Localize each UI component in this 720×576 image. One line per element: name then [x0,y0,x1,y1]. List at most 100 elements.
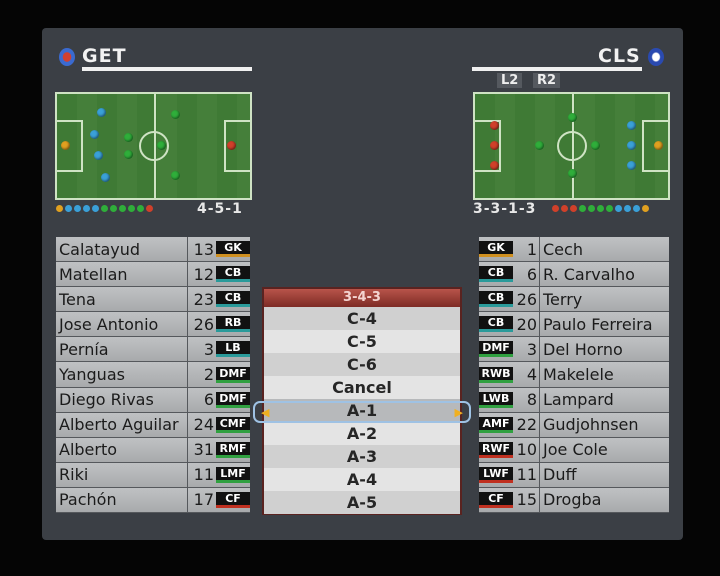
player-marker[interactable] [654,140,664,150]
player-marker[interactable] [124,132,134,142]
home-formation-pitch[interactable] [55,92,252,200]
player-marker[interactable] [627,140,637,150]
player-dot [624,205,631,212]
player-marker[interactable] [490,121,500,131]
player-dot [110,205,117,212]
away-underline [472,67,642,71]
column-divider [539,312,540,337]
away-roster: GK 1 Cech CB 6 R. Carvalho CB 26 Terry CB 20 Paulo … [479,237,669,514]
position-badge: DMF [216,391,250,408]
player-marker[interactable] [101,173,111,183]
player-marker[interactable] [93,151,103,161]
player-row[interactable]: Diego Rivas 6 DMF [56,387,250,413]
player-marker[interactable] [226,140,236,150]
r2-button[interactable]: R2 [533,73,561,88]
column-divider [539,487,540,513]
player-dot [597,205,604,212]
column-divider [187,387,188,412]
player-number: 23 [193,289,214,309]
player-marker[interactable] [89,129,99,139]
player-row[interactable]: Pernía 3 LB [56,337,250,363]
player-marker[interactable] [590,140,600,150]
player-marker[interactable] [627,160,637,170]
menu-item[interactable]: A-4 [264,468,460,491]
player-marker[interactable] [60,140,70,150]
player-number: 2 [203,365,214,385]
column-divider [539,412,540,437]
player-number: 26 [193,314,214,334]
player-row[interactable]: LWB 8 Lampard [479,387,669,413]
menu-item[interactable]: C-4 [264,307,460,330]
player-row[interactable]: RWB 4 Makelele [479,362,669,388]
player-row[interactable]: CB 20 Paulo Ferreira [479,312,669,338]
player-marker[interactable] [157,140,167,150]
menu-item[interactable]: C-6 [264,353,460,376]
home-formation-label: 4-5-1 [197,201,243,217]
player-name: Lampard [543,390,614,410]
player-marker[interactable] [170,109,180,119]
menu-item[interactable]: A-2 [264,422,460,445]
player-marker[interactable] [627,121,637,131]
position-badge: LB [216,341,250,358]
player-number: 3 [526,339,537,359]
menu-item[interactable]: C-5 [264,330,460,353]
menu-item[interactable]: A-1 [264,399,460,422]
player-row[interactable]: Jose Antonio 26 RB [56,312,250,338]
position-badge: CB [216,291,250,308]
player-number: 20 [516,314,537,334]
player-number: 6 [526,264,537,284]
column-divider [187,362,188,387]
player-number: 31 [193,440,214,460]
menu-item[interactable]: A-5 [264,491,460,514]
player-row[interactable]: LWF 11 Duff [479,462,669,488]
column-divider [187,262,188,287]
player-row[interactable]: AMF 22 Gudjohnsen [479,412,669,438]
position-badge: CF [479,491,513,508]
player-row[interactable]: Riki 11 LMF [56,462,250,488]
player-row[interactable]: Matellan 12 CB [56,262,250,288]
l2-button[interactable]: L2 [497,73,523,88]
player-marker[interactable] [490,140,500,150]
player-row[interactable]: Calatayud 13 GK [56,237,250,263]
player-name: Diego Rivas [59,390,154,410]
player-row[interactable]: Yanguas 2 DMF [56,362,250,388]
player-marker[interactable] [567,169,577,179]
column-divider [187,437,188,462]
player-name: Pernía [59,339,109,359]
player-number: 12 [193,264,214,284]
player-row[interactable]: Pachón 17 CF [56,487,250,514]
player-row[interactable]: DMF 3 Del Horno [479,337,669,363]
menu-item[interactable]: Cancel [264,376,460,399]
player-row[interactable]: CF 15 Drogba [479,487,669,514]
player-marker[interactable] [567,112,577,122]
player-name: Terry [543,289,583,309]
position-badge: LWF [479,466,513,483]
player-number: 4 [526,365,537,385]
player-number: 22 [516,415,537,435]
column-divider [539,287,540,312]
player-row[interactable]: Tena 23 CB [56,287,250,313]
player-marker[interactable] [97,107,107,117]
player-name: Pachón [59,490,117,510]
position-badge: RWF [479,441,513,458]
column-divider [187,412,188,437]
player-marker[interactable] [534,140,544,150]
player-dot [579,205,586,212]
player-row[interactable]: Alberto 31 RMF [56,437,250,463]
menu-item[interactable]: A-3 [264,445,460,468]
player-name: Joe Cole [543,440,608,460]
player-row[interactable]: CB 26 Terry [479,287,669,313]
player-row[interactable]: GK 1 Cech [479,237,669,263]
position-badge: DMF [216,366,250,383]
player-row[interactable]: CB 6 R. Carvalho [479,262,669,288]
position-badge: GK [216,241,250,258]
player-marker[interactable] [490,160,500,170]
player-marker[interactable] [170,171,180,181]
player-row[interactable]: RWF 10 Joe Cole [479,437,669,463]
player-dot [552,205,559,212]
away-formation-pitch[interactable] [473,92,670,200]
player-marker[interactable] [124,150,134,160]
column-divider [187,337,188,362]
player-row[interactable]: Alberto Aguilar 24 CMF [56,412,250,438]
column-divider [187,487,188,513]
